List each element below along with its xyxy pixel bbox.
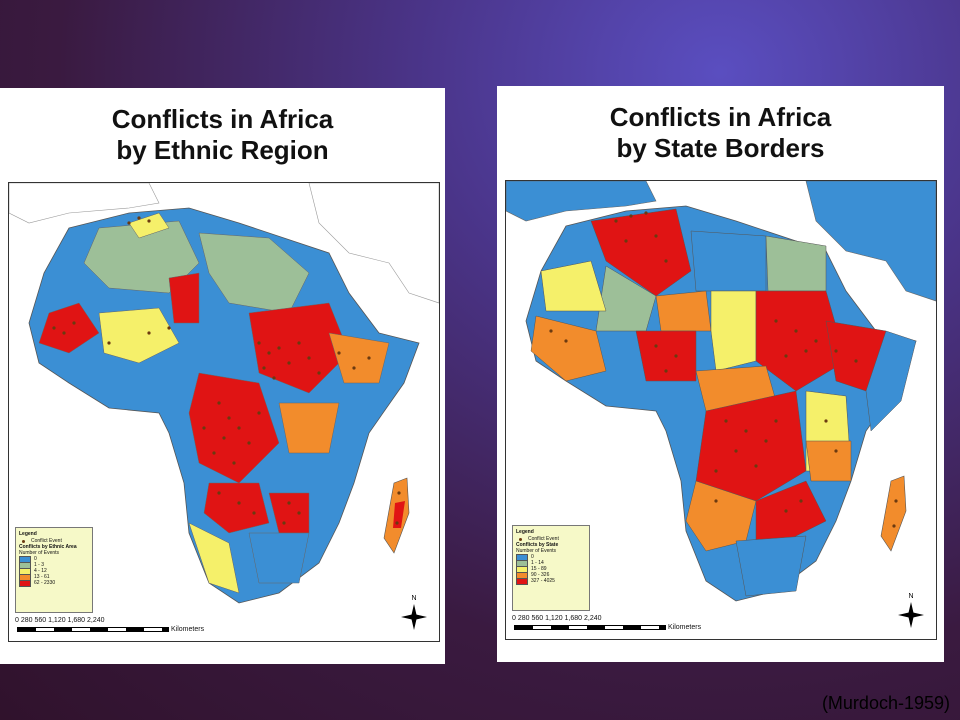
map-legend: Legend Conflict Event Conflicts by Ethni… [15,527,93,613]
scale-bar-graphic [17,627,169,632]
legend-class-subtitle-row: Number of Events [513,548,589,554]
map-legend: Legend Conflict Event Conflicts by State… [512,525,590,611]
north-arrow-icon: N [896,593,926,633]
legend-title: Legend [516,529,534,535]
legend-class-subtitle-row: Number of Events [16,550,92,556]
scale-ticks: 0 280 560 1,120 1,680 2,240 [15,617,105,624]
north-arrow-icon: N [399,595,429,635]
legend-swatch [516,577,528,585]
legend-class-label: 15 - 89 [531,566,547,572]
north-label: N [908,593,914,600]
legend-title: Legend [19,531,37,537]
north-label: N [411,595,417,602]
legend-class-label: 1 - 3 [34,562,45,568]
legend-class-title-row: Conflicts by State [513,542,589,548]
event-dot-icon [519,537,522,541]
africa-map-state [506,181,936,602]
scale-unit: Kilometers [668,624,702,631]
legend-point-label: Conflict Event [31,538,62,544]
scale-unit: Kilometers [171,626,205,633]
map-title: Conflicts in Africa by Ethnic Region [111,104,334,165]
legend-swatch [19,579,31,587]
map-panel-state-borders: Conflicts in Africa by State Borders [497,86,944,662]
citation-text: (Murdoch-1959) [821,693,950,713]
scale-ticks: 0 280 560 1,120 1,680 2,240 [512,615,602,622]
scale-bar: 0 280 560 1,120 1,680 2,240 Kilometers [512,615,742,637]
legend-class-label: 13 - 61 [34,574,50,580]
legend-class-subtitle: Number of Events [516,548,557,554]
map-frame: Legend Conflict Event Conflicts by Ethni… [8,182,440,642]
legend-class-label: 0 [34,556,37,562]
legend-class-row: 62 - 2330 [16,579,92,587]
conflict-event-dots [52,216,401,525]
map-frame: Legend Conflict Event Conflicts by State… [505,180,937,640]
legend-class-label: 90 - 326 [531,572,550,578]
legend-point-label: Conflict Event [528,536,559,542]
event-dot-icon [22,539,25,543]
map-title: Conflicts in Africa by State Borders [609,102,832,163]
legend-class-subtitle: Number of Events [19,550,60,556]
map-panel-ethnic-region: Conflicts in Africa by Ethnic Region [0,88,445,664]
scale-bar-graphic [514,625,666,630]
legend-class-title: Conflicts by Ethnic Area [19,544,77,550]
legend-class-label: 327 - 4025 [531,578,555,584]
legend-class-title: Conflicts by State [516,542,559,548]
legend-class-title-row: Conflicts by Ethnic Area [16,544,92,550]
africa-map-ethnic [9,183,439,604]
legend-class-label: 4 - 12 [34,568,47,574]
legend-point-row: Conflict Event [16,538,92,544]
legend-class-label: 0 [531,554,534,560]
legend-class-label: 1 - 14 [531,560,544,566]
legend-class-row: 327 - 4025 [513,577,589,585]
legend-point-row: Conflict Event [513,536,589,542]
legend-class-label: 62 - 2330 [34,580,56,586]
conflict-event-dots [549,211,898,528]
scale-bar: 0 280 560 1,120 1,680 2,240 Kilometers [15,617,245,639]
